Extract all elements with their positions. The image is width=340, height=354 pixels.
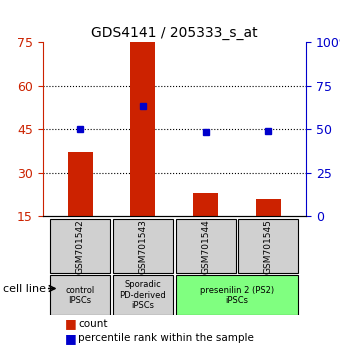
Text: ■: ■ xyxy=(65,332,76,344)
Bar xyxy=(130,42,155,216)
Text: GSM701544: GSM701544 xyxy=(201,219,210,274)
FancyBboxPatch shape xyxy=(50,275,110,315)
Bar xyxy=(193,193,218,216)
Title: GDS4141 / 205333_s_at: GDS4141 / 205333_s_at xyxy=(91,26,258,40)
Bar xyxy=(256,199,281,216)
Text: Sporadic
PD-derived
iPSCs: Sporadic PD-derived iPSCs xyxy=(119,280,166,310)
FancyBboxPatch shape xyxy=(238,219,299,273)
Text: count: count xyxy=(78,319,108,329)
Text: cell line: cell line xyxy=(3,284,46,293)
FancyBboxPatch shape xyxy=(175,275,299,315)
Text: percentile rank within the sample: percentile rank within the sample xyxy=(78,333,254,343)
Bar xyxy=(68,152,93,216)
Text: control
IPSCs: control IPSCs xyxy=(66,286,95,305)
FancyBboxPatch shape xyxy=(113,219,173,273)
Text: GSM701543: GSM701543 xyxy=(138,219,147,274)
FancyBboxPatch shape xyxy=(50,219,110,273)
Text: presenilin 2 (PS2)
iPSCs: presenilin 2 (PS2) iPSCs xyxy=(200,286,274,305)
FancyBboxPatch shape xyxy=(113,275,173,315)
FancyBboxPatch shape xyxy=(175,219,236,273)
Text: GSM701545: GSM701545 xyxy=(264,219,273,274)
Text: GSM701542: GSM701542 xyxy=(75,219,85,274)
Text: ■: ■ xyxy=(65,318,76,330)
